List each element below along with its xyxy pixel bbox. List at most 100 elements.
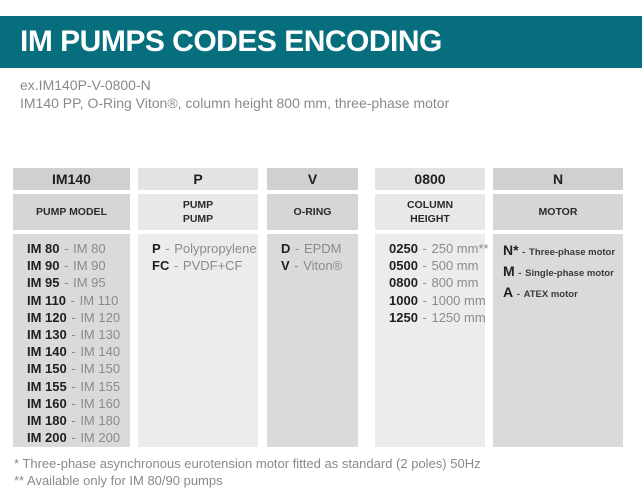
code-item-description: PVDF+CF — [182, 258, 243, 274]
footnote-1: * Three-phase asynchronous eurotension m… — [14, 456, 481, 471]
column-label-cell: COLUMN HEIGHT — [375, 194, 485, 230]
code-item-separator: - — [418, 292, 431, 308]
code-item: P - Polypropylene — [152, 240, 257, 257]
column-options-cell: N* - Three-phase motor M - Single-phase m… — [493, 234, 623, 447]
code-item-separator: - — [67, 430, 80, 446]
example-block: ex.IM140P-V-0800-N IM140 PP, O-Ring Vito… — [20, 76, 449, 112]
column-code-cell: IM140 — [13, 168, 130, 190]
code-item: A - ATEX motor — [503, 283, 619, 304]
table-column-n: N MOTOR N* - Three-phase motor M - Single-p… — [493, 168, 623, 447]
code-item-code: IM 160 — [27, 395, 67, 411]
code-item: IM 180 - IM 180 — [27, 412, 126, 429]
column-label-cell: PUMP MODEL — [13, 194, 130, 230]
code-item-description: IM 155 — [80, 378, 121, 394]
code-item-description: Viton® — [303, 258, 343, 274]
code-item-description: EPDM — [303, 241, 342, 256]
code-item-separator: - — [67, 344, 80, 360]
code-item: IM 120 - IM 120 — [27, 309, 126, 326]
code-item-separator: - — [291, 241, 303, 256]
footnote-2: ** Available only for IM 80/90 pumps — [14, 473, 223, 488]
code-item-description: IM 160 — [80, 395, 121, 411]
code-item-separator: - — [60, 275, 73, 291]
code-item: IM 140 - IM 140 — [27, 343, 126, 360]
code-item-code: IM 95 — [27, 275, 60, 291]
code-item: FC - PVDF+CF — [152, 257, 254, 274]
code-item-separator: - — [67, 327, 80, 343]
code-item-separator: - — [418, 275, 431, 291]
code-item-code: IM 90 — [27, 258, 60, 274]
code-item: M - Single-phase motor — [503, 262, 619, 283]
code-item-description: Single-phase motor — [525, 268, 614, 279]
code-item-code: M — [503, 263, 515, 279]
code-item-description: IM 150 — [80, 361, 121, 377]
example-description-line: IM140 PP, O-Ring Viton®, column height 8… — [20, 95, 450, 111]
table-column-im140: IM140 PUMP MODEL IM 80 - IM 80 IM 90 - IM 9… — [13, 168, 130, 447]
code-item-code: V — [281, 258, 290, 274]
code-item-separator: - — [67, 413, 80, 429]
code-item-code: 0250 — [389, 241, 418, 256]
column-code-cell: 0800 — [375, 168, 485, 190]
code-item: IM 200 - IM 200 — [27, 429, 126, 446]
title-band: IM PUMPS CODES ENCODING — [0, 16, 642, 68]
table-column-v: V O-RING D - EPDM V - Viton® — [267, 168, 358, 447]
code-item-separator: - — [418, 309, 431, 325]
code-item-description: IM 80 — [73, 241, 106, 256]
code-item: IM 95 - IM 95 — [27, 274, 126, 291]
code-item-code: A — [503, 284, 514, 300]
code-item: IM 150 - IM 150 — [27, 360, 126, 377]
code-item: IM 80 - IM 80 — [27, 240, 126, 257]
code-item-separator: - — [60, 258, 73, 274]
code-item-separator: - — [67, 395, 80, 411]
code-item: V - Viton® — [281, 257, 354, 274]
code-item-description: 250 mm** — [431, 241, 489, 256]
code-item: 1250 - 1250 mm — [389, 309, 486, 326]
table-column-0800: 0800 COLUMN HEIGHT 0250 - 250 mm** 0500 - 5… — [375, 168, 489, 447]
code-item: 0800 - 800 mm — [389, 274, 481, 291]
code-item-code: IM 180 — [27, 413, 67, 429]
code-item-description: IM 200 — [80, 430, 121, 446]
code-item-separator: - — [514, 289, 523, 300]
code-item-separator: - — [67, 309, 80, 325]
code-item-separator: - — [161, 241, 174, 256]
code-item-description: Polypropylene — [174, 241, 257, 256]
code-item-code: IM 110 — [27, 292, 67, 308]
code-item-code: IM 150 — [27, 361, 67, 377]
code-item-description: 1000 mm — [431, 292, 486, 308]
footnotes: * Three-phase asynchronous eurotension m… — [14, 455, 481, 489]
column-code-cell: V — [267, 168, 358, 190]
code-item-code: IM 80 — [27, 241, 60, 256]
code-item-description: IM 90 — [73, 258, 106, 274]
code-item-separator: - — [418, 241, 431, 256]
code-item-description: 1250 mm — [431, 309, 486, 325]
column-code-cell: P — [138, 168, 258, 190]
column-options-cell: IM 80 - IM 80 IM 90 - IM 90 IM 95 - IM 95 I… — [13, 234, 130, 447]
code-item-code: IM 155 — [27, 378, 67, 394]
code-item-description: IM 130 — [80, 327, 121, 343]
code-item-separator: - — [418, 258, 431, 274]
code-item: IM 155 - IM 155 — [27, 378, 126, 395]
column-label-cell: MOTOR — [493, 194, 623, 230]
code-item-separator: - — [519, 247, 529, 258]
code-item-code: FC — [152, 258, 170, 274]
code-item-code: 0500 — [389, 258, 418, 274]
page-title: IM PUMPS CODES ENCODING — [20, 25, 442, 58]
code-item-description: ATEX motor — [523, 289, 578, 300]
table-column-p: P PUMP PUMP P - Polypropylene FC - PVDF+CF — [138, 168, 258, 447]
code-item-code: D — [281, 241, 291, 256]
code-item-description: 500 mm — [431, 258, 479, 274]
code-item-code: N* — [503, 242, 519, 258]
code-item: IM 110 - IM 110 — [27, 292, 126, 309]
column-label-cell: PUMP PUMP — [138, 194, 258, 230]
column-label-cell: O-RING — [267, 194, 358, 230]
column-options-cell: P - Polypropylene FC - PVDF+CF — [138, 234, 258, 447]
code-item-description: IM 140 — [80, 344, 121, 360]
column-code-cell: N — [493, 168, 623, 190]
code-item-separator: - — [515, 268, 525, 279]
code-item-description: Three-phase motor — [529, 247, 616, 258]
code-item-description: 800 mm — [431, 275, 479, 291]
column-options-cell: 0250 - 250 mm** 0500 - 500 mm 0800 - 800 m… — [375, 234, 489, 447]
code-item: D - EPDM — [281, 240, 354, 257]
code-item: 0250 - 250 mm** — [389, 240, 489, 257]
code-item: IM 90 - IM 90 — [27, 257, 126, 274]
code-item-separator: - — [67, 292, 79, 308]
